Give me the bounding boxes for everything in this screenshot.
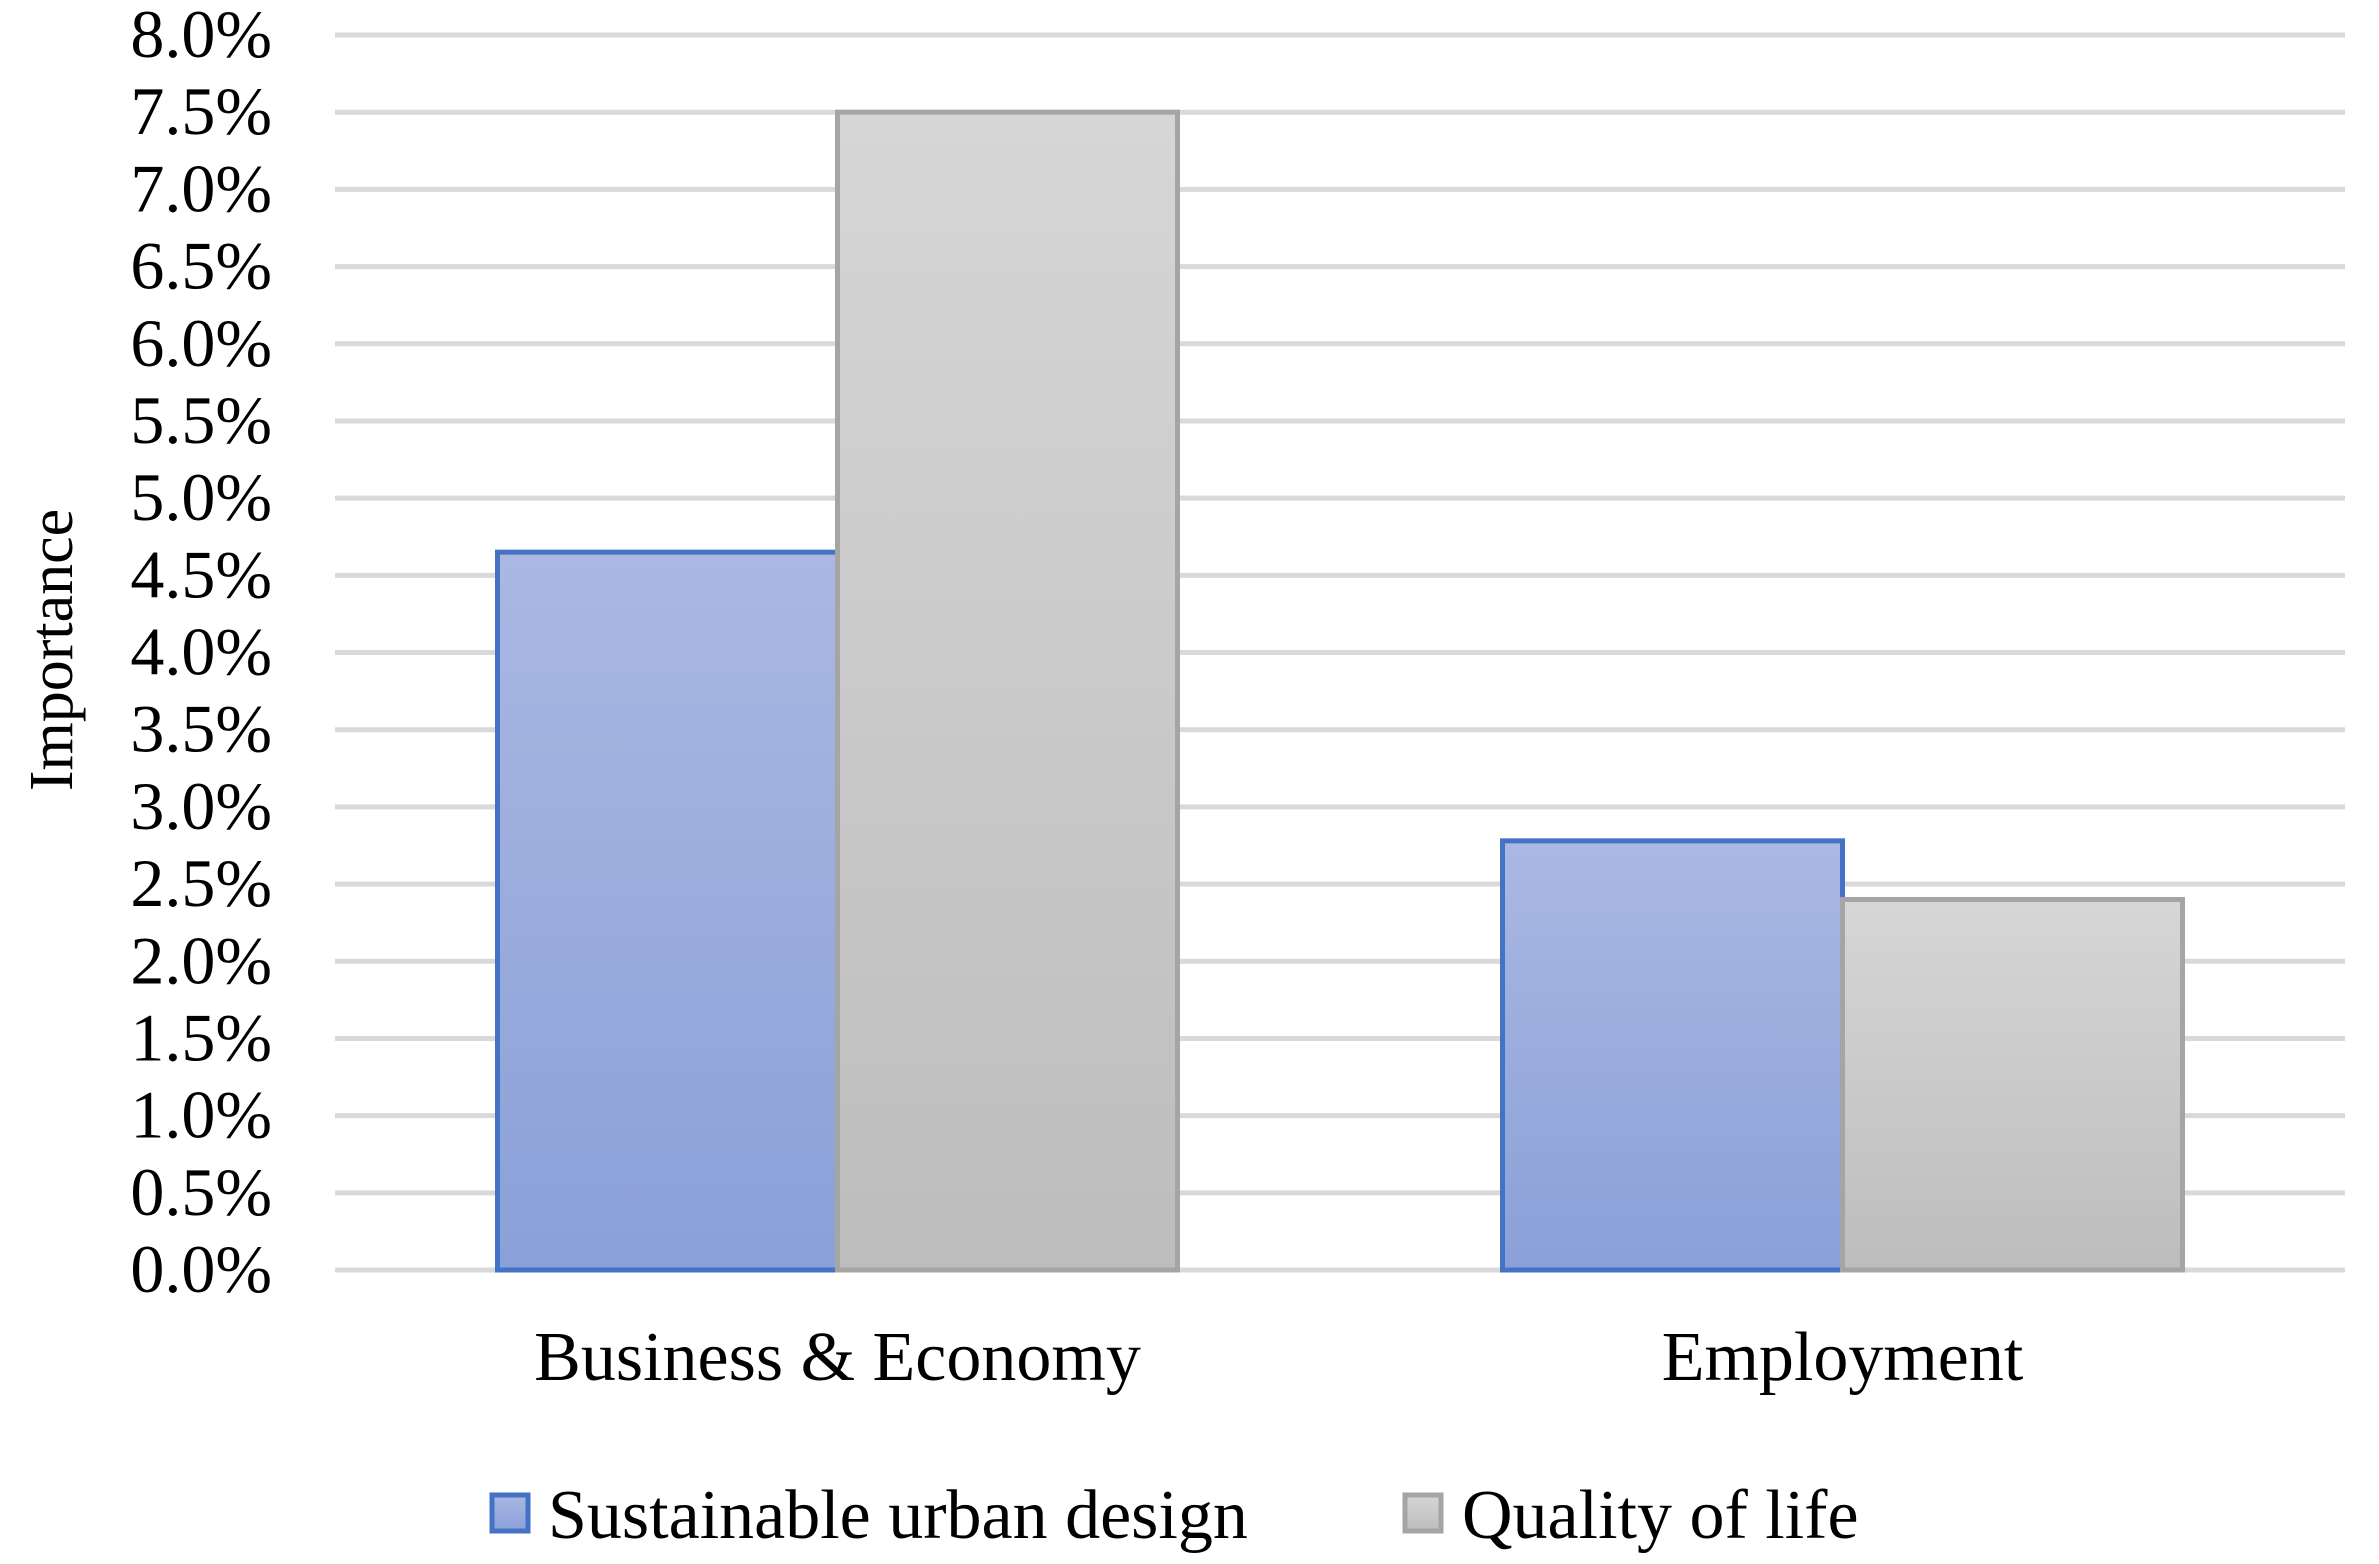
y-tick-label: 3.0%	[130, 768, 272, 844]
bar-quality-of-life-1	[1840, 897, 2185, 1273]
x-category-label: Business & Economy	[534, 1319, 1141, 1396]
y-axis-ticks: 0.0%0.5%1.0%1.5%2.0%2.5%3.0%3.5%4.0%4.5%…	[130, 0, 272, 1307]
y-tick-label: 5.0%	[130, 459, 272, 535]
y-tick-label: 2.0%	[130, 922, 272, 998]
y-tick-label: 6.0%	[130, 305, 272, 381]
y-tick-label: 5.5%	[130, 382, 272, 458]
legend-swatch	[1402, 1492, 1444, 1534]
bar-sustainable-urban-design-0	[495, 549, 840, 1273]
y-tick-label: 4.5%	[130, 536, 272, 612]
y-tick-label: 0.0%	[130, 1231, 272, 1307]
y-tick-label: 2.5%	[130, 845, 272, 921]
y-tick-label: 7.5%	[130, 73, 272, 149]
x-category-label: Employment	[1662, 1319, 2024, 1396]
legend: Sustainable urban design Quality of life	[489, 1477, 1859, 1554]
bar-quality-of-life-0	[835, 109, 1180, 1273]
legend-swatch	[489, 1492, 531, 1534]
y-axis-title: Importance	[18, 509, 86, 791]
bars	[495, 109, 2185, 1273]
y-tick-label: 3.5%	[130, 691, 272, 767]
x-axis-labels: Business & Economy Employment	[534, 1319, 2024, 1396]
legend-label: Quality of life	[1462, 1477, 1859, 1554]
y-tick-label: 4.0%	[130, 614, 272, 690]
bar-sustainable-urban-design-1	[1500, 838, 1845, 1273]
y-tick-label: 0.5%	[130, 1154, 272, 1230]
y-tick-label: 1.0%	[130, 1077, 272, 1153]
y-tick-label: 1.5%	[130, 999, 272, 1075]
y-tick-label: 7.0%	[130, 150, 272, 226]
y-tick-label: 8.0%	[130, 0, 272, 72]
legend-label: Sustainable urban design	[548, 1477, 1248, 1554]
y-tick-label: 6.5%	[130, 228, 272, 304]
